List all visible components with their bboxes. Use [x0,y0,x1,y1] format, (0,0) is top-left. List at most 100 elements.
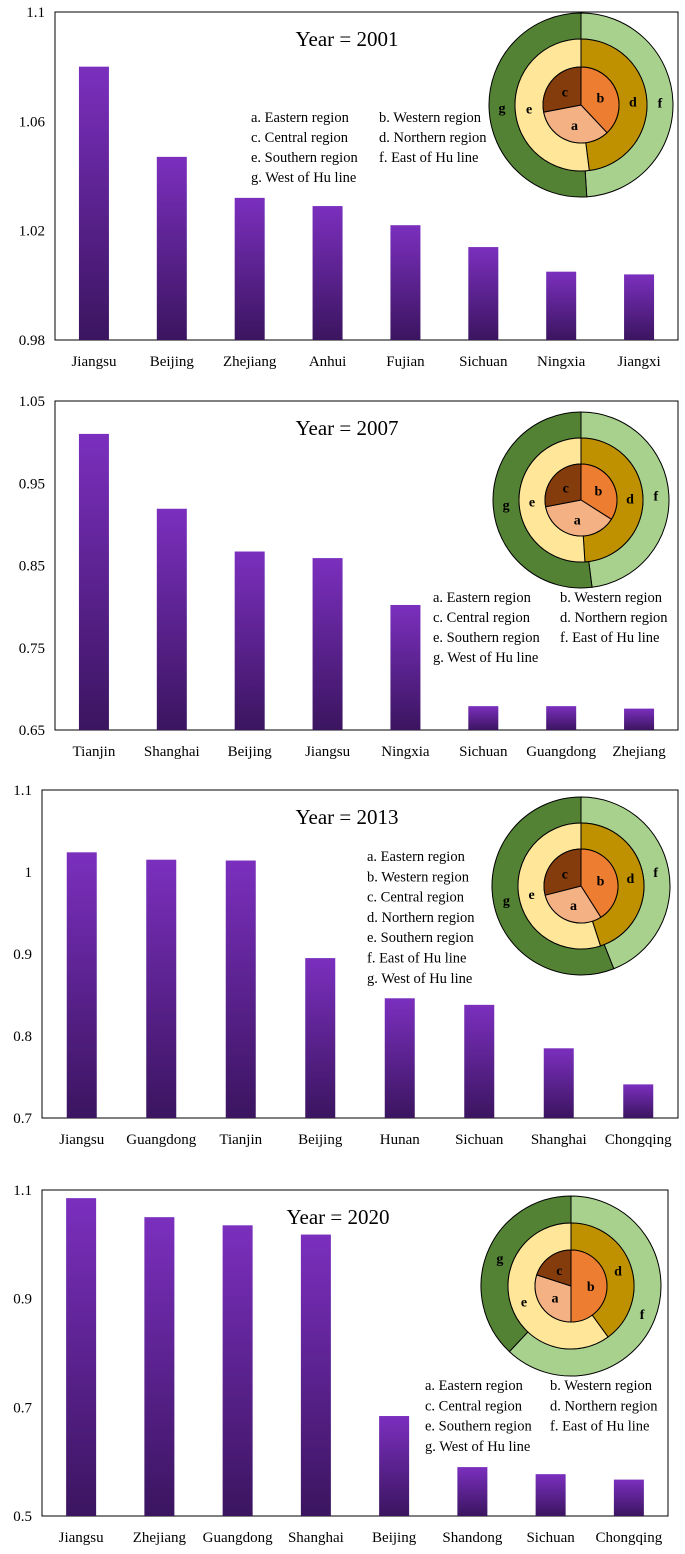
chart-panel-2: 1.05 0.95 0.85 0.75 0.65 Tianjin Shanghai Beiji… [19,394,679,760]
bar-sichuan [535,1474,566,1516]
legend-item: f. East of Hu line [560,630,659,646]
donut-label-b: b [587,1280,595,1295]
donut-label-b: b [597,874,605,889]
donut-label-g: g [496,1252,503,1267]
bar-zhejiang [234,197,265,340]
donut-label-c: c [563,481,569,496]
chart-title: Year = 2020 [286,1205,389,1229]
bar-shanghai [543,1048,574,1118]
bar-beijing [156,156,187,340]
legend-item: g. West of Hu line [425,1439,530,1455]
plot-frame [54,11,679,341]
y-tick-label: 1.05 [19,394,45,410]
bar-shandong [457,1467,488,1516]
x-tick-label: Guangdong [203,1530,273,1546]
legend-item: c. Central region [425,1398,523,1414]
donut-segment-b [570,1249,608,1323]
x-tick-label: Fujian [386,354,425,370]
bar-jiangxi [624,274,655,340]
legend-item: d. Northern region [560,610,668,626]
donut-label-e: e [526,102,532,117]
donut-label-e: e [521,1295,527,1310]
legend-item: b. Western region [367,869,470,885]
bar-shanghai [300,1234,331,1516]
x-tick-label: Beijing [372,1530,417,1546]
y-tick-label: 0.7 [13,1111,32,1127]
legend-item: a. Eastern region [433,590,532,606]
bar-sichuan [468,706,499,730]
x-tick-label: Ningxia [537,354,586,370]
x-tick-label: Zhejiang [612,744,666,760]
donut-label-d: d [629,96,637,111]
y-tick-label: 0.9 [13,1292,32,1308]
donut-label-c: c [562,86,568,101]
bar-fujian [390,225,421,340]
x-tick-label: Beijing [228,744,273,760]
bar-anhui [312,206,343,340]
legend: a. Eastern region b. Western region c. Cen… [433,590,668,666]
donut-segment-a [534,1274,572,1323]
bar-beijing [305,958,336,1118]
bar-guangdong [222,1225,253,1516]
donut-label-b: b [594,484,602,499]
chart-panel-4: 1.1 0.9 0.7 0.5 Jiangsu Zhejiang Guangdong Shan… [13,1183,669,1546]
y-tick-label: 0.85 [19,559,45,575]
donut-label-e: e [529,496,535,511]
legend: a. Eastern region b. Western region c. Cen… [425,1378,658,1455]
x-tick-label: Shanghai [288,1530,344,1546]
x-tick-label: Ningxia [381,744,430,760]
y-tick-label: 1.1 [13,783,32,799]
x-tick-label: Jiangsu [59,1530,105,1546]
y-tick-label: 0.98 [19,333,45,349]
donut-segment-a [545,499,613,537]
chart-panel-3: 1.1 1 0.9 0.8 0.7 Jiangsu Guangdong Tianjin Beij… [13,783,679,1148]
y-tick-label: 0.7 [13,1400,32,1416]
donut-segment-b [580,66,620,134]
x-tick-label: Shanghai [144,744,200,760]
x-tick-label: Zhejiang [133,1530,187,1546]
x-tick-label: Hunan [380,1132,420,1148]
bar-sichuan [468,247,499,340]
x-tick-label: Sichuan [459,354,508,370]
bar-zhejiang [144,1217,175,1516]
y-tick-label: 1.06 [19,114,46,130]
x-tick-label: Jiangsu [305,744,351,760]
x-tick-label: Jiangxi [617,354,660,370]
donut-label-f: f [640,1308,645,1323]
legend-item: f. East of Hu line [379,150,478,166]
legend: a. Eastern region b. Western region c. Cen… [251,110,487,186]
y-tick-label: 1.1 [26,5,45,21]
donut-label-e: e [529,888,535,903]
donut-label-g: g [503,499,510,514]
donut-segment-c [536,1249,572,1287]
donut-label-d: d [614,1265,622,1280]
donut-segment-c [544,463,582,508]
donut-label-b: b [597,91,605,106]
legend-item: f. East of Hu line [367,951,466,967]
chart-panel-1: 1.1 1.06 1.02 0.98 Jiangsu Beijing Zhejiang Anh… [19,5,679,370]
donut-segment-a [543,104,608,144]
y-tick-label: 1 [25,865,33,881]
donut-label-d: d [626,492,634,507]
plot-frame [54,400,679,731]
x-tick-label: Jiangsu [59,1132,105,1148]
legend-item: f. East of Hu line [550,1419,649,1435]
bar-hunan [384,998,415,1118]
chart-title: Year = 2007 [295,416,398,440]
plot-frame [41,1189,669,1517]
legend-item: g. West of Hu line [433,650,538,666]
donut-label-a: a [551,1292,558,1307]
bar-chongqing [623,1084,654,1118]
donut-label-f: f [658,97,663,112]
donut-label-c: c [556,1264,562,1279]
x-tick-label: Zhejiang [223,354,277,370]
donut-segment-c [543,848,582,896]
legend-item: c. Central region [433,610,531,626]
x-tick-label: Shandong [442,1530,503,1546]
x-tick-label: Beijing [150,354,195,370]
legend-item: a. Eastern region [367,849,466,865]
bar-zhejiang [624,708,655,730]
